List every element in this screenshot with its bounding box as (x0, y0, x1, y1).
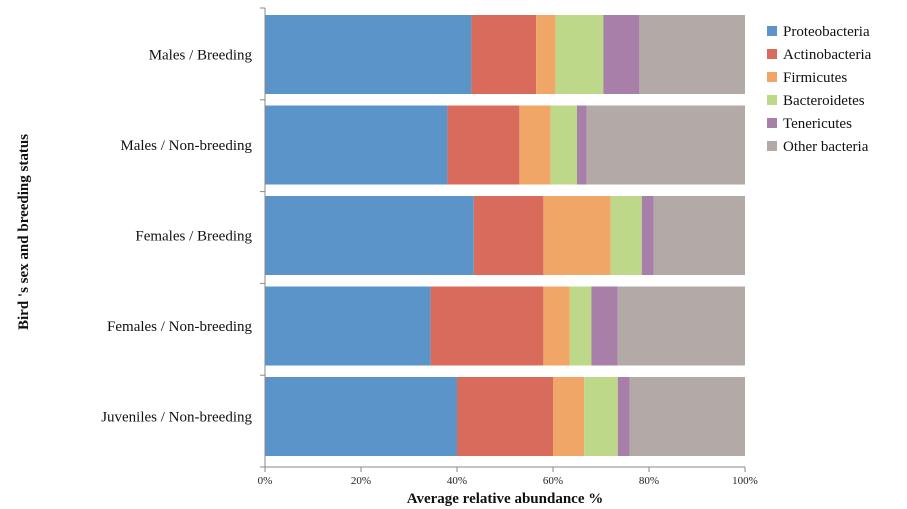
x-tick-label: 80% (639, 475, 659, 487)
bar-segment-proteobacteria-1 (265, 105, 448, 185)
legend-swatch (767, 118, 777, 128)
category-label: Males / Non-breeding (120, 138, 252, 154)
bar-segment-firmicutes-1 (519, 105, 551, 185)
bar-segment-actinobacteria-2 (473, 196, 544, 275)
bar-segment-bacteroidetes-1 (550, 105, 577, 185)
bar-segment-actinobacteria-0 (471, 15, 537, 94)
y-axis-title: Bird 's sex and breeding status (16, 134, 32, 330)
legend-label: Proteobacteria (783, 24, 870, 40)
category-label: Females / Breeding (135, 229, 252, 245)
x-tick-labels: 0% 20% 40% 60% 80% 100% (258, 475, 758, 487)
bar-segment-proteobacteria-4 (265, 377, 457, 456)
bar-segment-bacteroidetes-4 (584, 377, 618, 456)
bar-segment-actinobacteria-3 (430, 286, 544, 366)
x-tick-label: 20% (351, 475, 371, 487)
category-label: Juveniles / Non-breeding (101, 410, 252, 426)
bar-segment-tenericutes-4 (617, 377, 630, 456)
bar-segment-actinobacteria-4 (457, 377, 553, 456)
legend-label: Actinobacteria (783, 47, 872, 63)
x-tick-label: 100% (732, 475, 758, 487)
bar-segment-bacteroidetes-0 (555, 15, 604, 94)
bar-segment-other-bacteria-2 (653, 196, 745, 275)
bar-segment-tenericutes-3 (591, 286, 618, 366)
legend: Proteobacteria Actinobacteria Firmicutes Ba… (767, 24, 872, 155)
bars-group (265, 15, 745, 456)
legend-label: Bacteroidetes (783, 93, 865, 109)
bar-segment-actinobacteria-1 (447, 105, 520, 185)
legend-label: Firmicutes (783, 70, 847, 86)
bar-segment-proteobacteria-3 (265, 286, 431, 366)
legend-swatch (767, 26, 777, 36)
bar-segment-bacteroidetes-3 (569, 286, 592, 366)
category-label: Males / Breeding (149, 48, 253, 64)
bar-segment-tenericutes-0 (603, 15, 640, 94)
category-label: Females / Non-breeding (107, 319, 252, 335)
legend-swatch (767, 72, 777, 82)
bar-segment-firmicutes-0 (536, 15, 556, 94)
x-tick-label: 40% (447, 475, 467, 487)
bar-segment-other-bacteria-1 (586, 105, 745, 185)
bar-segment-tenericutes-1 (577, 105, 587, 185)
bar-segment-proteobacteria-2 (265, 196, 474, 275)
bar-segment-other-bacteria-0 (639, 15, 745, 94)
legend-label: Other bacteria (783, 139, 869, 155)
bar-segment-firmicutes-3 (543, 286, 570, 366)
bar-segment-proteobacteria-0 (265, 15, 472, 94)
legend-swatch (767, 49, 777, 59)
legend-swatch (767, 95, 777, 105)
bar-segment-other-bacteria-4 (629, 377, 745, 456)
x-tick-label: 0% (258, 475, 273, 487)
x-tick-label: 60% (543, 475, 563, 487)
bar-segment-firmicutes-4 (553, 377, 585, 456)
bar-segment-tenericutes-2 (641, 196, 654, 275)
bar-segment-firmicutes-2 (543, 196, 611, 275)
category-labels: Males / Breeding Males / Non-breeding Fema… (101, 48, 252, 426)
x-axis-title: Average relative abundance % (407, 491, 604, 507)
legend-swatch (767, 141, 777, 151)
bar-segment-bacteroidetes-2 (610, 196, 642, 275)
legend-label: Tenericutes (783, 116, 852, 132)
bar-segment-other-bacteria-3 (617, 286, 745, 366)
axes-group (260, 7, 746, 472)
